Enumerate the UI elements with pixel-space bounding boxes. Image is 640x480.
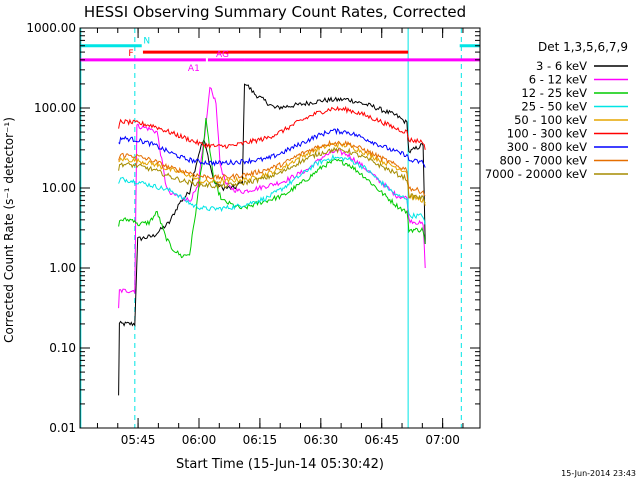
y-axis: 1000.00 100.00 10.00 1.00 0.10 0.01	[26, 21, 480, 435]
y-tick-label: 10.00	[42, 181, 76, 195]
series-line-8	[118, 146, 426, 204]
chart-title: HESSI Observing Summary Count Rates, Cor…	[84, 3, 466, 21]
x-tick-label: 06:30	[304, 433, 339, 447]
y-tick-label: 1000.00	[26, 21, 76, 35]
legend-label: 25 - 50 keV	[521, 100, 587, 114]
x-axis: 05:45 06:00 06:15 06:30 06:45 07:00	[96, 28, 464, 447]
y-tick-label: 1.00	[49, 261, 76, 275]
y-tick-label: 0.10	[49, 341, 76, 355]
timestamp: 15-Jun-2014 23:43	[561, 469, 636, 478]
legend-label: 3 - 6 keV	[536, 59, 587, 73]
legend-label: 12 - 25 keV	[521, 86, 587, 100]
x-tick-label: 07:00	[425, 433, 460, 447]
x-tick-label: 06:15	[243, 433, 278, 447]
legend-label: 300 - 800 keV	[507, 140, 587, 154]
legend-label: 7000 - 20000 keV	[485, 167, 587, 181]
x-axis-label: Start Time (15-Jun-14 05:30:42)	[176, 457, 384, 472]
series-line-0	[118, 83, 426, 396]
series-line-2	[118, 117, 426, 259]
x-tick-label: 05:45	[121, 433, 156, 447]
legend-label: 6 - 12 keV	[529, 73, 587, 87]
flag-label-f: F	[128, 49, 133, 59]
series-line-6	[118, 127, 426, 168]
series-line-5	[118, 105, 426, 150]
flag-label-n: N	[143, 37, 150, 47]
y-axis-label: Corrected Count Rate (s⁻¹ detector⁻¹)	[2, 117, 16, 343]
y-tick-label: 100.00	[34, 101, 76, 115]
plot-frame	[79, 27, 481, 429]
legend-title: Det 1,3,5,6,7,9	[538, 40, 628, 54]
legend-label: 800 - 7000 keV	[499, 154, 587, 168]
legend-label: 50 - 100 keV	[514, 113, 587, 127]
legend-label: 100 - 300 keV	[507, 127, 587, 141]
x-tick-label: 06:00	[182, 433, 217, 447]
plot-area: NF AG A1	[80, 28, 480, 428]
y-tick-label: 0.01	[49, 421, 76, 435]
flag-label-a1: A1	[188, 64, 200, 74]
series-line-3	[118, 153, 426, 225]
x-tick-label: 06:45	[364, 433, 399, 447]
flag-label-ag: AG	[216, 50, 229, 60]
series-line-7	[118, 139, 426, 197]
